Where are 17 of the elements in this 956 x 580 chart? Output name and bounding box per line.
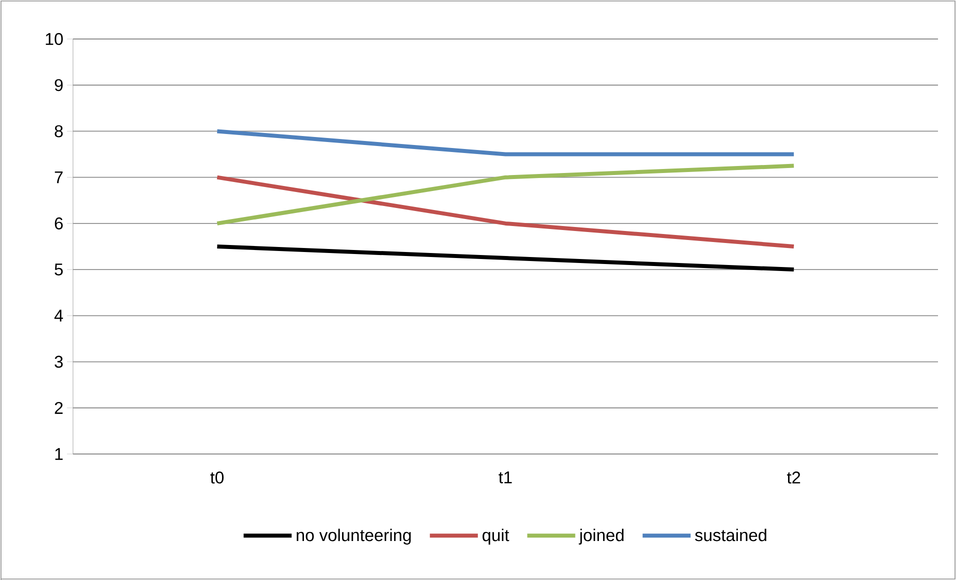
y-tick-label: 5: [54, 264, 63, 276]
legend-label: quit: [482, 528, 510, 545]
legend-label: joined: [578, 528, 624, 545]
y-tick-label: 9: [54, 79, 63, 92]
y-tick-label: 4: [54, 310, 63, 322]
y-tick-label: 8: [54, 125, 63, 138]
legend-label: sustained: [695, 528, 766, 542]
y-tick-label: 6: [54, 217, 63, 230]
y-tick-label: 3: [54, 356, 63, 368]
x-tick-label: t0: [210, 472, 224, 484]
y-tick-label: 7: [54, 171, 63, 184]
x-tick-label: t2: [787, 472, 800, 484]
y-tick-label: 2: [54, 402, 63, 414]
x-tick-label: t1: [498, 472, 512, 484]
y-tick-label: 1: [55, 448, 63, 460]
legend-label: no volunteering: [296, 528, 411, 545]
y-tick-label: 10: [46, 32, 63, 46]
